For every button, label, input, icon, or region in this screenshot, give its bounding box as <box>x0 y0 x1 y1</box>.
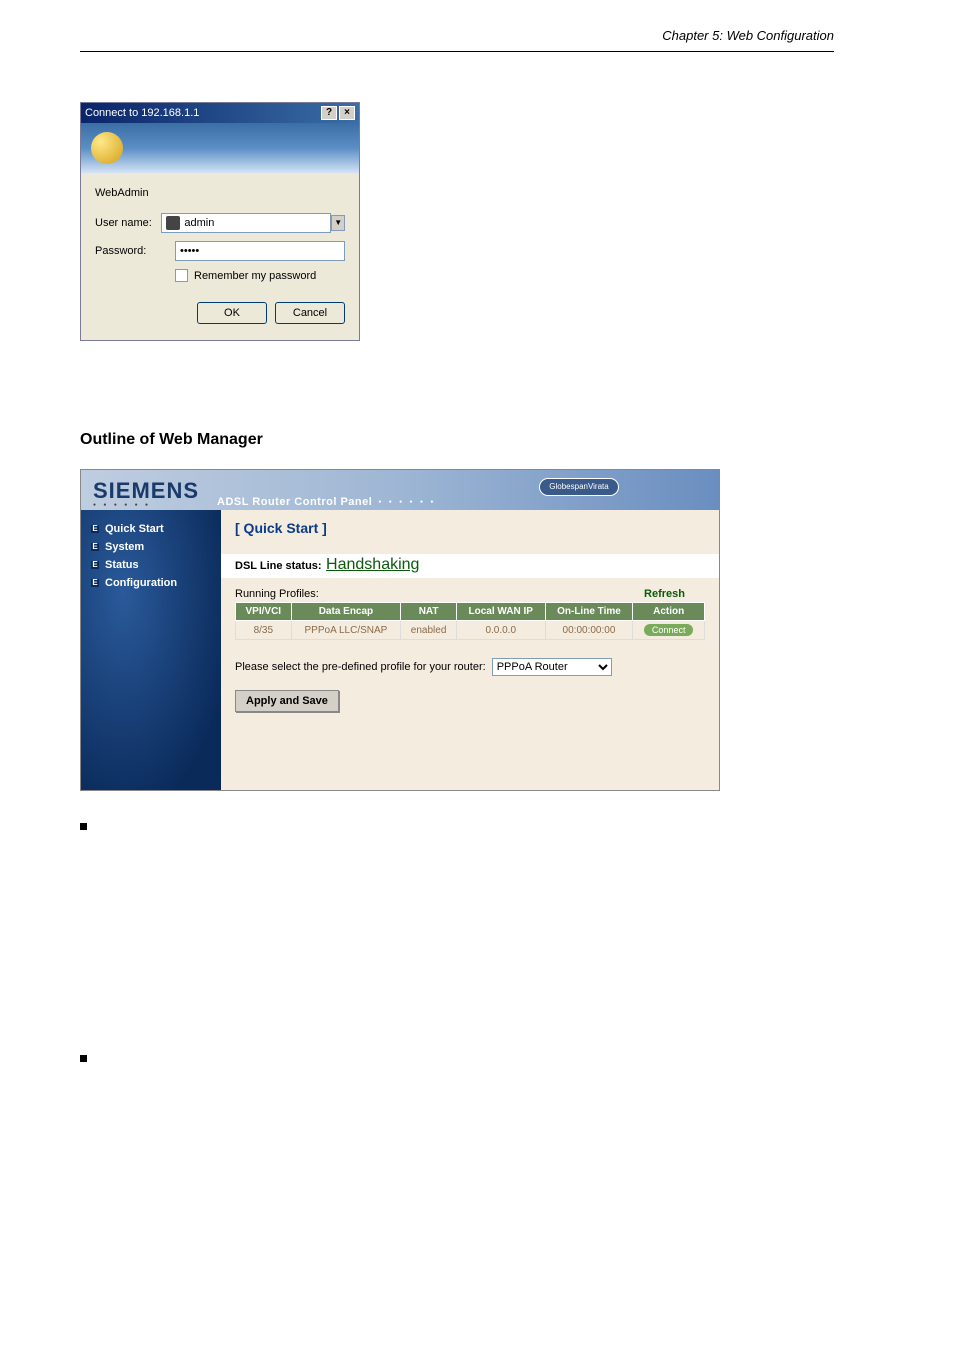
control-panel: SIEMENS ● ● ● ● ● ● ADSL Router Control … <box>80 469 720 791</box>
ok-button[interactable]: OK <box>197 302 267 324</box>
td-nat: enabled <box>401 621 457 640</box>
refresh-link[interactable]: Refresh <box>644 588 685 600</box>
dots-decoration: ● ● ● ● ● ● <box>93 502 151 508</box>
td-online: 00:00:00:00 <box>545 621 633 640</box>
connect-button[interactable]: Connect <box>644 624 694 636</box>
nav-label: System <box>105 541 144 553</box>
nav-label: Status <box>105 559 139 571</box>
close-button[interactable]: × <box>339 106 355 120</box>
th-action: Action <box>633 603 705 621</box>
login-title-text: Connect to 192.168.1.1 <box>85 107 319 119</box>
username-input[interactable] <box>184 217 326 229</box>
cancel-button[interactable]: Cancel <box>275 302 345 324</box>
sidebar-nav: E Quick Start E System E Status E Configurat… <box>81 510 221 790</box>
expand-icon: E <box>91 525 99 533</box>
panel-content: [ Quick Start ] DSL Line status: Handsha… <box>221 510 719 790</box>
header-divider <box>80 51 834 52</box>
table-row: 8/35 PPPoA LLC/SNAP enabled 0.0.0.0 00:0… <box>236 621 705 640</box>
login-dialog: Connect to 192.168.1.1 ? × WebAdmin User… <box>80 102 360 341</box>
panel-header: SIEMENS ● ● ● ● ● ● ADSL Router Control … <box>81 470 719 510</box>
th-nat: NAT <box>401 603 457 621</box>
bullet-marker <box>80 1053 874 1065</box>
globespan-badge: GlobespanVirata <box>539 478 619 496</box>
profile-select[interactable]: PPPoA Router <box>492 658 612 676</box>
login-titlebar: Connect to 192.168.1.1 ? × <box>81 103 359 123</box>
username-field-wrap <box>161 213 331 233</box>
nav-label: Quick Start <box>105 523 164 535</box>
username-label: User name: <box>95 217 161 229</box>
section-title: Outline of Web Manager <box>80 431 874 449</box>
nav-quickstart[interactable]: E Quick Start <box>81 520 221 538</box>
nav-status[interactable]: E Status <box>81 556 221 574</box>
select-profile-label: Please select the pre-defined profile fo… <box>235 661 486 673</box>
remember-label: Remember my password <box>194 270 316 282</box>
key-icon <box>91 132 123 164</box>
panel-subtitle: ADSL Router Control Panel <box>217 496 372 508</box>
help-button[interactable]: ? <box>321 106 337 120</box>
dsl-status-value: Handshaking <box>326 556 419 573</box>
dots-decoration-right: ● ● ● ● ● ● <box>378 499 436 505</box>
password-label: Password: <box>95 245 175 257</box>
td-data: PPPoA LLC/SNAP <box>291 621 401 640</box>
chapter-label: Chapter 5: Web Configuration <box>80 28 874 43</box>
expand-icon: E <box>91 561 99 569</box>
expand-icon: E <box>91 543 99 551</box>
td-wan: 0.0.0.0 <box>456 621 545 640</box>
th-data: Data Encap <box>291 603 401 621</box>
siemens-logo: SIEMENS <box>93 478 199 504</box>
td-action: Connect <box>633 621 705 640</box>
user-icon <box>166 216 180 230</box>
dsl-line-label: DSL Line status: <box>235 560 322 572</box>
bullet-marker <box>80 821 874 833</box>
password-field-wrap <box>175 241 345 261</box>
apply-save-button[interactable]: Apply and Save <box>235 690 339 712</box>
th-online: On-Line Time <box>545 603 633 621</box>
th-vpivci: VPI/VCI <box>236 603 292 621</box>
content-title: [ Quick Start ] <box>235 520 705 536</box>
password-input[interactable] <box>180 245 340 257</box>
login-banner <box>81 123 359 173</box>
username-dropdown-icon[interactable]: ▼ <box>331 215 345 231</box>
running-profiles-label: Running Profiles: <box>235 588 319 600</box>
remember-checkbox[interactable] <box>175 269 188 282</box>
profiles-table: VPI/VCI Data Encap NAT Local WAN IP On-L… <box>235 602 705 640</box>
webadmin-label: WebAdmin <box>95 187 149 199</box>
td-vpivci: 8/35 <box>236 621 292 640</box>
nav-configuration[interactable]: E Configuration <box>81 574 221 592</box>
nav-label: Configuration <box>105 577 177 589</box>
expand-icon: E <box>91 579 99 587</box>
nav-system[interactable]: E System <box>81 538 221 556</box>
th-wan: Local WAN IP <box>456 603 545 621</box>
